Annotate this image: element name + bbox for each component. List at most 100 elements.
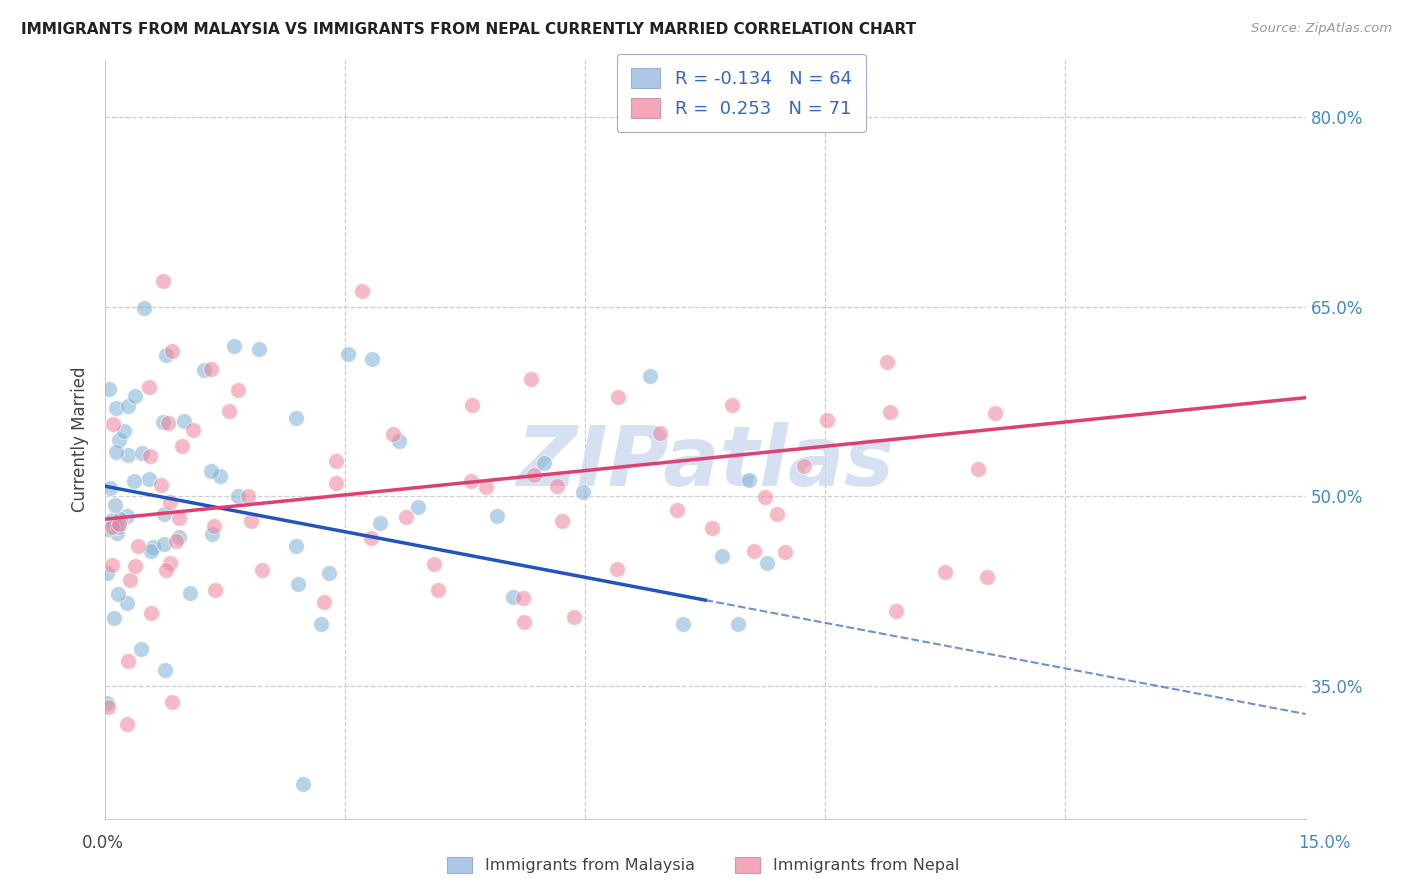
Point bbox=[103, 611, 125, 625]
Text: 0.0%: 0.0% bbox=[82, 834, 124, 852]
Point bbox=[551, 514, 574, 528]
Point bbox=[100, 520, 122, 534]
Point bbox=[640, 369, 662, 384]
Point bbox=[793, 459, 815, 474]
Point bbox=[117, 596, 139, 610]
Point bbox=[131, 446, 153, 460]
Point bbox=[200, 464, 222, 478]
Point bbox=[984, 406, 1007, 420]
Point bbox=[96, 696, 118, 710]
Point bbox=[134, 301, 156, 315]
Point bbox=[361, 351, 384, 366]
Point bbox=[156, 417, 179, 431]
Point bbox=[127, 539, 149, 553]
Point bbox=[107, 587, 129, 601]
Point bbox=[124, 474, 146, 488]
Legend: Immigrants from Malaysia, Immigrants from Nepal: Immigrants from Malaysia, Immigrants fro… bbox=[440, 850, 966, 880]
Point bbox=[742, 544, 765, 558]
Point bbox=[291, 777, 314, 791]
Point bbox=[382, 427, 405, 442]
Point bbox=[115, 716, 138, 731]
Point bbox=[309, 617, 332, 632]
Point bbox=[152, 415, 174, 429]
Point bbox=[370, 516, 392, 530]
Point bbox=[394, 509, 416, 524]
Point bbox=[97, 523, 120, 537]
Point bbox=[238, 490, 260, 504]
Point bbox=[138, 472, 160, 486]
Text: Source: ZipAtlas.com: Source: ZipAtlas.com bbox=[1251, 22, 1392, 36]
Point bbox=[131, 642, 153, 657]
Point bbox=[284, 539, 307, 553]
Point bbox=[976, 570, 998, 584]
Point bbox=[513, 615, 536, 629]
Point bbox=[671, 616, 693, 631]
Point bbox=[160, 344, 183, 359]
Point bbox=[287, 577, 309, 591]
Point bbox=[520, 372, 543, 386]
Point bbox=[360, 531, 382, 545]
Point bbox=[169, 511, 191, 525]
Point bbox=[160, 695, 183, 709]
Point bbox=[98, 382, 121, 396]
Point bbox=[202, 519, 225, 533]
Point bbox=[773, 545, 796, 559]
Point bbox=[107, 520, 129, 534]
Point bbox=[218, 404, 240, 418]
Point bbox=[204, 582, 226, 597]
Point bbox=[756, 556, 779, 570]
Point bbox=[124, 389, 146, 403]
Point bbox=[117, 399, 139, 413]
Point bbox=[208, 469, 231, 483]
Point bbox=[98, 481, 121, 495]
Point bbox=[884, 604, 907, 618]
Point bbox=[105, 444, 128, 458]
Point bbox=[422, 558, 444, 572]
Point bbox=[546, 479, 568, 493]
Point bbox=[141, 544, 163, 558]
Point bbox=[117, 448, 139, 462]
Point bbox=[155, 563, 177, 577]
Point bbox=[167, 530, 190, 544]
Point bbox=[108, 516, 131, 531]
Point bbox=[120, 573, 142, 587]
Text: IMMIGRANTS FROM MALAYSIA VS IMMIGRANTS FROM NEPAL CURRENTLY MARRIED CORRELATION : IMMIGRANTS FROM MALAYSIA VS IMMIGRANTS F… bbox=[21, 22, 917, 37]
Point bbox=[460, 398, 482, 412]
Point bbox=[149, 478, 172, 492]
Point bbox=[562, 609, 585, 624]
Point bbox=[648, 426, 671, 441]
Point bbox=[727, 616, 749, 631]
Point bbox=[879, 405, 901, 419]
Point bbox=[502, 591, 524, 605]
Point bbox=[159, 556, 181, 570]
Point bbox=[124, 559, 146, 574]
Point bbox=[427, 582, 450, 597]
Point bbox=[738, 473, 761, 487]
Point bbox=[312, 594, 335, 608]
Point bbox=[388, 434, 411, 448]
Point bbox=[117, 508, 139, 523]
Point bbox=[665, 503, 688, 517]
Point bbox=[247, 342, 270, 356]
Point bbox=[228, 489, 250, 503]
Point bbox=[606, 562, 628, 576]
Point bbox=[934, 565, 956, 579]
Point bbox=[460, 474, 482, 488]
Text: ZIPatlas: ZIPatlas bbox=[516, 422, 894, 503]
Y-axis label: Currently Married: Currently Married bbox=[72, 367, 89, 512]
Point bbox=[876, 355, 898, 369]
Point bbox=[533, 456, 555, 470]
Legend: R = -0.134   N = 64, R =  0.253   N = 71: R = -0.134 N = 64, R = 0.253 N = 71 bbox=[617, 54, 866, 132]
Point bbox=[96, 566, 118, 580]
Point bbox=[711, 549, 734, 564]
Point bbox=[97, 699, 120, 714]
Point bbox=[138, 380, 160, 394]
Point bbox=[475, 480, 498, 494]
Point bbox=[486, 508, 509, 523]
Point bbox=[325, 454, 347, 468]
Point bbox=[607, 390, 630, 404]
Point bbox=[765, 507, 787, 521]
Point bbox=[173, 413, 195, 427]
Point bbox=[721, 398, 744, 412]
Point bbox=[159, 495, 181, 509]
